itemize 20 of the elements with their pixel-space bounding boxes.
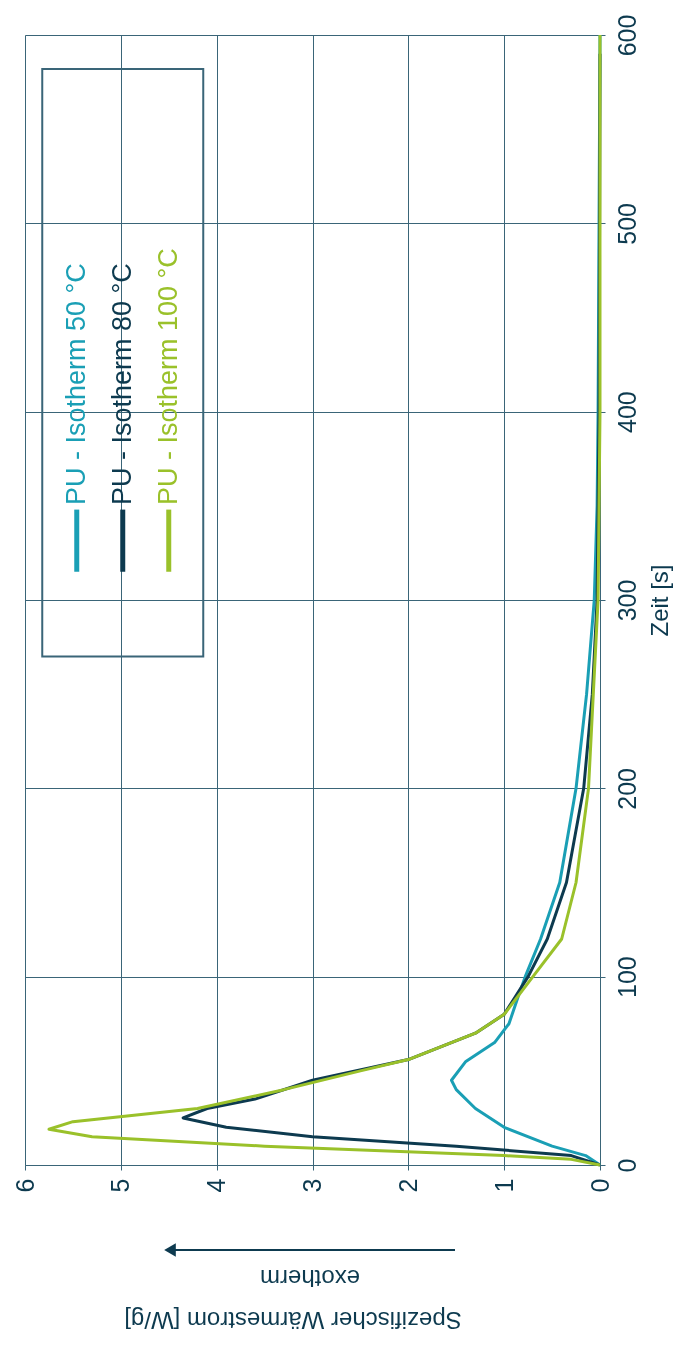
text: PU - Isotherm 80 °C [106,263,137,506]
x-tick-label: 0 [585,1178,614,1193]
y-tick-label: 0 [612,1158,641,1173]
x-tick-label: 5 [106,1178,135,1193]
x-axis-title: Spezifischer Wärmestrom [W/g] [124,1306,462,1334]
x-tick-label: 2 [393,1178,422,1193]
text: PU - Isotherm 100 °C [152,248,183,506]
text: PU - Isotherm 50 °C [60,263,91,506]
y-tick-label: 400 [612,391,641,434]
y-tick-label: 600 [612,14,641,57]
x-tick-label: 4 [202,1178,231,1193]
y-tick-label: 500 [612,202,641,245]
x-tick-label: 3 [298,1178,326,1193]
y-tick-label: 100 [612,956,641,999]
x-tick-label: 1 [489,1178,518,1193]
text: exotherm [259,1265,361,1292]
x-tick-label: 6 [10,1178,39,1193]
y-tick-label: 300 [612,579,641,622]
y-tick-label: 200 [612,767,641,810]
y-axis-title: Zeit [s] [645,564,673,637]
